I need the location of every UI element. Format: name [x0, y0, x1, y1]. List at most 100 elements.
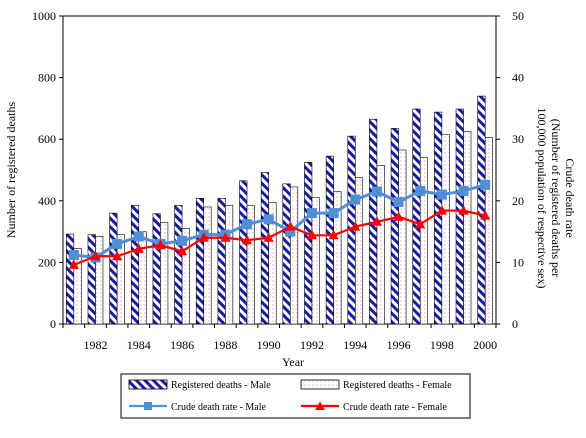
point-female-rate	[371, 216, 382, 226]
legend-label-male-rate: Crude death rate - Male	[171, 402, 267, 413]
legend-label-female-deaths: Registered deaths - Female	[343, 380, 452, 391]
point-male-rate	[177, 235, 188, 246]
point-male-rate	[393, 197, 404, 208]
x-tick-label: 1992	[300, 338, 324, 352]
point-female-rate	[90, 250, 101, 261]
x-tick-label: 1986	[170, 338, 194, 352]
point-female-rate	[133, 243, 144, 253]
point-male-rate	[480, 179, 491, 190]
point-male-rate	[285, 226, 296, 237]
point-female-rate	[177, 245, 188, 256]
bar-female-deaths	[376, 165, 385, 325]
point-male-rate	[415, 185, 426, 196]
y-left-tick-label: 400	[38, 194, 56, 208]
bar-male-deaths	[109, 212, 118, 325]
bar-male-deaths	[434, 111, 443, 325]
bar-male-deaths	[325, 155, 334, 325]
bar-female-deaths	[138, 231, 147, 325]
point-male-rate	[242, 219, 253, 230]
point-female-rate	[328, 229, 339, 240]
legend-label-male-deaths: Registered deaths - Male	[171, 380, 271, 391]
point-female-rate	[198, 232, 209, 242]
point-female-rate	[220, 232, 231, 242]
point-male-rate	[371, 186, 382, 197]
bar-male-deaths	[239, 180, 248, 325]
legend-item-male-rate: Crude death rate - Male	[129, 402, 267, 413]
x-tick-label: 1984	[127, 338, 151, 352]
y-right-tick-label: 40	[512, 71, 524, 85]
x-tick-label: 1990	[257, 338, 281, 352]
bar-female-deaths	[181, 228, 190, 325]
y-right-tick-label: 20	[512, 194, 524, 208]
point-female-rate	[415, 218, 426, 229]
point-female-rate	[436, 205, 447, 215]
bar-female-deaths	[398, 149, 407, 325]
point-male-rate	[263, 214, 274, 225]
bar-female-deaths	[95, 235, 104, 325]
x-tick-label: 2000	[473, 338, 497, 352]
bar-female-deaths	[311, 197, 320, 325]
point-male-rate	[306, 208, 317, 219]
y-left-tick-label: 800	[38, 71, 56, 85]
bars-layer	[66, 95, 493, 325]
y-axis-right-title-line-1: Crude death rate	[563, 158, 577, 237]
bar-male-deaths	[174, 205, 183, 325]
bar-male-deaths	[152, 213, 161, 325]
bar-male-deaths	[87, 234, 96, 325]
point-female-rate	[393, 211, 404, 221]
bar-male-deaths	[455, 108, 464, 325]
x-tick-label: 1996	[387, 338, 411, 352]
y-axis-right-title-line-2: (Number of registered deaths per	[549, 119, 563, 278]
legend-item-female-rate: Crude death rate - Female	[301, 401, 447, 413]
point-female-rate	[350, 221, 361, 231]
point-female-rate	[285, 221, 296, 231]
point-male-rate	[458, 185, 469, 196]
point-male-rate	[112, 238, 123, 249]
y-left-tick-label: 600	[38, 132, 56, 146]
legend-marker-female-rate	[315, 401, 325, 410]
bar-female-deaths	[463, 131, 472, 325]
point-female-rate	[458, 205, 469, 215]
bar-female-deaths	[484, 137, 493, 325]
bar-female-deaths	[290, 186, 299, 325]
y-axis-right-title: Crude death rate (Number of registered d…	[535, 108, 577, 289]
legend-item-male-deaths: Registered deaths - Male	[128, 379, 271, 391]
point-male-rate	[133, 231, 144, 242]
point-female-rate	[242, 234, 253, 245]
bar-male-deaths	[195, 198, 205, 325]
bar-female-deaths	[203, 206, 212, 325]
bar-male-deaths	[217, 198, 226, 325]
bar-female-deaths	[419, 157, 429, 325]
y-axis-right: 0 10 20 30 40 50	[496, 9, 524, 331]
point-female-rate	[263, 232, 274, 242]
bar-male-deaths	[304, 162, 313, 325]
x-tick-label: 1988	[213, 338, 237, 352]
legend-swatch-male-deaths	[128, 379, 168, 390]
bar-female-deaths	[116, 234, 125, 325]
x-axis: 1982 1984 1986 1988 1990 1992 1994 1996 1998 2000	[62, 324, 497, 352]
bar-female-deaths	[333, 191, 342, 325]
bar-male-deaths	[412, 108, 421, 325]
bar-male-deaths	[390, 128, 399, 325]
bar-female-deaths	[246, 205, 255, 325]
x-tick-label: 1994	[343, 338, 367, 352]
legend-label-female-rate: Crude death rate - Female	[343, 402, 447, 413]
y-axis-left-title: Number of registered deaths	[4, 102, 18, 239]
point-female-rate	[480, 210, 491, 220]
legend-marker-male-rate	[144, 402, 152, 410]
y-right-tick-label: 0	[512, 317, 518, 331]
legend-swatch-female-deaths	[300, 379, 340, 390]
point-male-rate	[68, 250, 79, 261]
bar-male-deaths	[260, 172, 269, 325]
lines-layer	[68, 179, 491, 269]
legend: Registered deaths - Male Registered deat…	[120, 373, 471, 419]
point-female-rate	[306, 229, 317, 240]
point-male-rate	[350, 194, 361, 205]
bar-female-deaths	[73, 248, 82, 325]
bar-female-deaths	[441, 134, 450, 325]
bar-female-deaths	[160, 222, 169, 325]
bar-female-deaths	[268, 202, 277, 325]
point-female-rate	[155, 239, 166, 250]
y-axis-left: 0 200 400 600 800 1000	[32, 9, 63, 331]
